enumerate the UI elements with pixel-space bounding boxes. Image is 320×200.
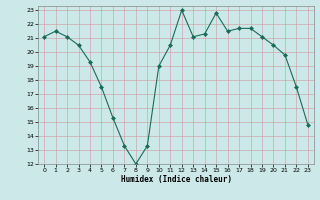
X-axis label: Humidex (Indice chaleur): Humidex (Indice chaleur) [121, 175, 231, 184]
